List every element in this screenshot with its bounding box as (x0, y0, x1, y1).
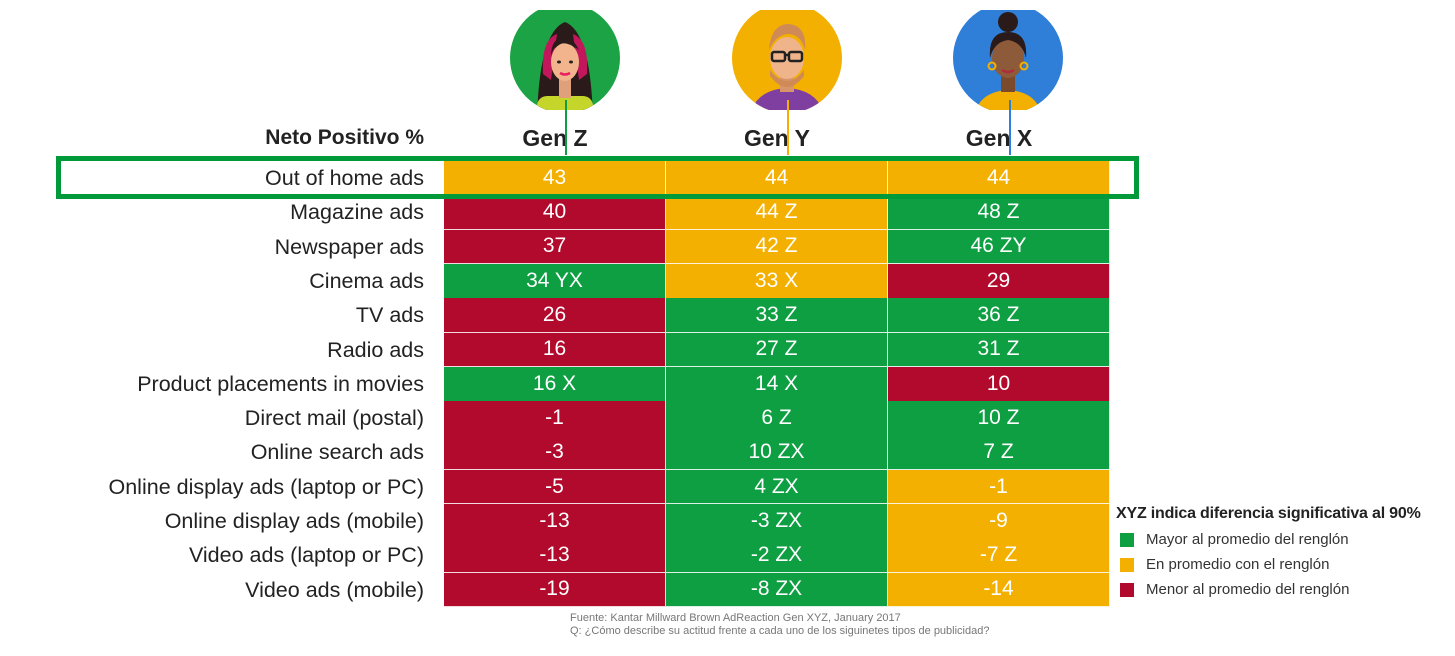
table-cell: 14 X (666, 366, 888, 402)
legend-item-promedio: En promedio con el renglón (1116, 556, 1454, 573)
table-cell: -8 ZX (666, 572, 888, 608)
table-cell: 4 ZX (666, 469, 888, 505)
table-cell: -3 (444, 435, 666, 471)
table-cell: -1 (444, 401, 666, 436)
avatar-connector-line (1009, 100, 1011, 155)
table-cell: 33 Z (666, 298, 888, 333)
table-cell: 29 (888, 263, 1110, 299)
source-line: Fuente: Kantar Millward Brown AdReaction… (570, 612, 901, 624)
table-cell: 10 ZX (666, 435, 888, 471)
legend-label: Mayor al promedio del renglón (1146, 531, 1349, 548)
table-cell: 46 ZY (888, 229, 1110, 265)
question-line: Q: ¿Cómo describe su actitud frente a ca… (570, 625, 990, 637)
gen-y-man-glasses-avatar (732, 10, 842, 110)
row-label: Out of home ads (265, 166, 424, 190)
legend-swatch-promedio (1120, 557, 1134, 572)
table-cell: -3 ZX (666, 504, 888, 539)
row-label: Magazine ads (290, 200, 424, 225)
table-cell: 26 (444, 298, 666, 333)
table-cell: 48 Z (888, 195, 1110, 231)
table-cell: -19 (444, 572, 666, 608)
avatar-connector-line (787, 100, 789, 155)
gen-z-woman-avatar (510, 10, 620, 110)
table-cell: 10 (888, 366, 1110, 402)
table-cell: 36 Z (888, 298, 1110, 333)
gen-x-woman-bun-avatar (953, 10, 1063, 110)
table-cell: -13 (444, 504, 666, 539)
legend-label: Menor al promedio del renglón (1146, 581, 1350, 598)
avatar-connector-line (565, 100, 567, 155)
row-label: Video ads (laptop or PC) (188, 543, 424, 568)
table-cell: -13 (444, 538, 666, 574)
legend: XYZ indica diferencia significativa al 9… (1116, 505, 1454, 598)
table-cell: 6 Z (666, 401, 888, 436)
table-cell: -9 (888, 504, 1110, 539)
table-cell: -1 (888, 469, 1110, 505)
table-cell: 10 Z (888, 401, 1110, 436)
table-cell: 43 (444, 161, 666, 196)
table-cell: 7 Z (888, 435, 1110, 471)
row-label: TV ads (355, 303, 424, 328)
row-label: Online display ads (laptop or PC) (108, 474, 425, 499)
row-label: Online display ads (mobile) (164, 509, 424, 533)
table-cell: 44 (888, 161, 1110, 196)
table-cell: -14 (888, 572, 1110, 608)
table-cell: 27 Z (666, 332, 888, 368)
legend-title: XYZ indica diferencia significativa al 9… (1116, 505, 1421, 522)
metric-title: Neto Positivo % (265, 126, 424, 149)
table-cell: 16 X (444, 366, 666, 402)
table-cell: 42 Z (666, 229, 888, 265)
legend-label: En promedio con el renglón (1146, 556, 1330, 573)
table-cell: 44 (666, 161, 888, 196)
row-label: Video ads (mobile) (245, 577, 424, 602)
legend-swatch-mayor (1120, 532, 1134, 547)
column-header-gen-y: Gen Y (743, 124, 811, 151)
table-cell: 40 (444, 195, 666, 231)
table-cell: -7 Z (888, 538, 1110, 574)
row-label: Newspaper ads (274, 234, 424, 259)
table-cell: 34 YX (444, 263, 666, 299)
row-label: Online search ads (250, 440, 424, 465)
row-label: Product placements in movies (137, 371, 424, 396)
table-cell: -2 ZX (666, 538, 888, 574)
table-cell: -5 (444, 469, 666, 505)
table-cell: 37 (444, 229, 666, 265)
legend-item-menor: Menor al promedio del renglón (1116, 581, 1454, 598)
column-header-gen-z: Gen Z (522, 124, 588, 151)
column-header-gen-x: Gen X (965, 124, 1033, 151)
table-cell: 33 X (666, 263, 888, 299)
row-label: Radio ads (327, 337, 424, 362)
table-cell: 44 Z (666, 195, 888, 231)
table-cell: 16 (444, 332, 666, 368)
table-cell: 31 Z (888, 332, 1110, 368)
row-label: Cinema ads (309, 268, 424, 293)
legend-item-mayor: Mayor al promedio del renglón (1116, 531, 1454, 548)
source-note: Fuente: Kantar Millward Brown AdReaction… (570, 612, 989, 638)
row-label: Direct mail (postal) (244, 406, 424, 431)
legend-swatch-menor (1120, 582, 1134, 597)
